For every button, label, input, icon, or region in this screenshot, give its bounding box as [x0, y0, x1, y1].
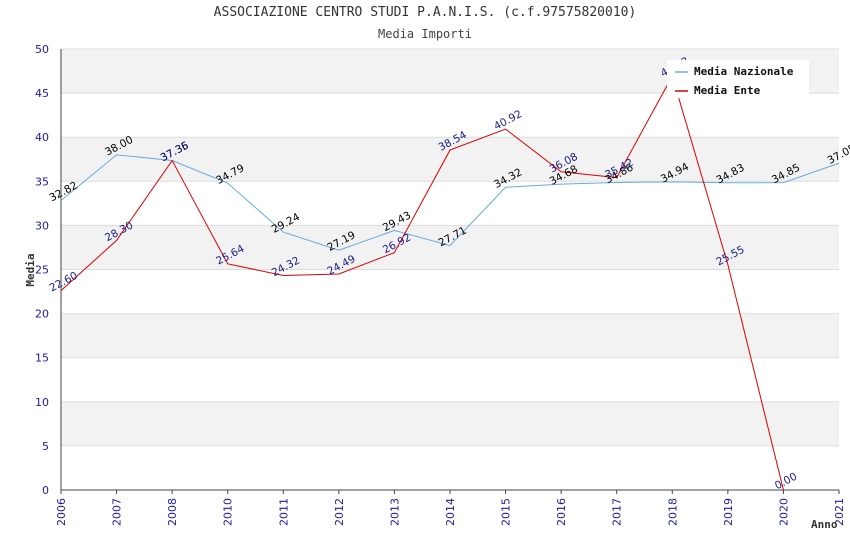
x-tick-label: 2010 — [222, 498, 235, 526]
x-tick-label: 2017 — [611, 498, 624, 526]
series-line-media-ente — [60, 74, 784, 491]
x-tick-label: 2019 — [722, 498, 735, 526]
x-axis-title: Anno — [811, 518, 838, 531]
chart-title: ASSOCIAZIONE CENTRO STUDI P.A.N.I.S. (c.… — [213, 5, 637, 20]
plot-band — [61, 357, 839, 402]
legend-box — [667, 60, 809, 98]
x-tick-label: 2006 — [55, 498, 68, 526]
x-tick-label: 2008 — [166, 498, 179, 526]
plot-band — [61, 401, 839, 446]
y-tick-label: 45 — [35, 87, 49, 100]
series-lines — [60, 74, 840, 491]
legend-label-media-nazionale: Media Nazionale — [694, 65, 794, 78]
x-tick-label: 2013 — [388, 498, 401, 526]
series-line-media-nazionale — [60, 154, 840, 251]
x-tick-label: 2012 — [333, 498, 346, 526]
y-tick-labels: 0 5 10 15 20 25 30 35 40 45 50 — [35, 43, 49, 497]
plot-band — [61, 445, 839, 490]
x-tick-label: 2020 — [777, 498, 790, 526]
x-tick-label: 2018 — [666, 498, 679, 526]
y-tick-label: 25 — [35, 264, 49, 277]
x-tick-label: 2015 — [500, 498, 513, 526]
legend-label-media-ente: Media Ente — [694, 84, 761, 97]
x-tick-label: 2007 — [111, 498, 124, 526]
plot-band — [61, 181, 839, 226]
plot-bands — [61, 49, 839, 490]
y-tick-label: 50 — [35, 43, 49, 56]
plot-band — [61, 225, 839, 270]
plot-band — [61, 93, 839, 138]
x-tick-label: 2021 — [833, 498, 846, 526]
y-tick-label: 5 — [42, 440, 49, 453]
plot-band — [61, 269, 839, 314]
y-axis-title: Media — [24, 253, 37, 286]
y-tick-label: 35 — [35, 175, 49, 188]
y-tick-label: 30 — [35, 219, 49, 232]
x-tick-label: 2014 — [444, 498, 457, 526]
y-tick-label: 15 — [35, 352, 49, 365]
plot-band — [61, 313, 839, 358]
legend: Media Nazionale Media Ente — [667, 60, 809, 98]
x-tick-label: 2016 — [555, 498, 568, 526]
y-tick-label: 0 — [42, 484, 49, 497]
y-tick-label: 20 — [35, 308, 49, 321]
plot-band — [61, 137, 839, 182]
y-tick-label: 10 — [35, 396, 49, 409]
y-tick-label: 40 — [35, 131, 49, 144]
x-tick-label: 2011 — [277, 498, 290, 526]
chart-subtitle: Media Importi — [378, 27, 472, 41]
x-tick-labels: 2006 2007 2008 2010 2011 2012 2013 2014 2015 2016… — [55, 490, 846, 526]
